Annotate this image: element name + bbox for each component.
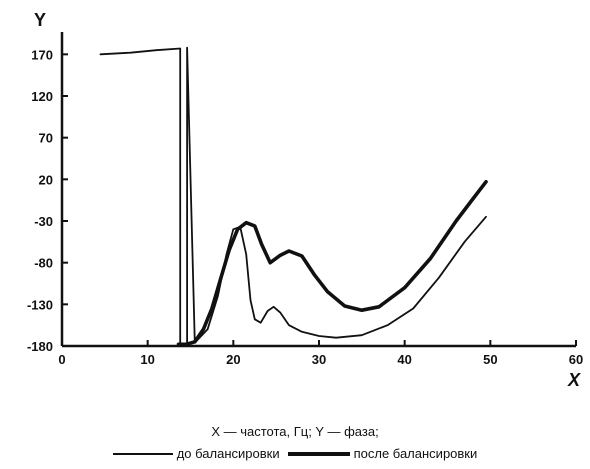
- chart-caption: X — частота, Гц; Y — фаза;: [211, 424, 379, 439]
- legend-label-after: после балансировки: [353, 446, 478, 461]
- legend-swatch-after: [287, 451, 350, 456]
- legend-item-after: после балансировки: [287, 446, 478, 461]
- legend: до балансировки после балансировки: [0, 446, 590, 461]
- y-tick-label: 20: [39, 172, 53, 187]
- series-layer: [99, 46, 488, 347]
- x-tick-label: 50: [483, 352, 497, 367]
- legend-swatch-before: [112, 452, 173, 455]
- x-tick-label: 0: [58, 352, 65, 367]
- x-axis-title: X: [567, 370, 581, 390]
- x-tick-label: 20: [226, 352, 240, 367]
- y-tick-label: -180: [27, 339, 53, 354]
- y-tick-label: 70: [39, 131, 53, 146]
- ticks: 0 10 20 30 40 50 60 170 120 70 20 -30 -80 -130 -180: [27, 47, 583, 367]
- series-line-after-balancing: [176, 180, 488, 347]
- legend-label-before: до балансировки: [176, 446, 280, 461]
- axes: [60, 32, 576, 348]
- y-tick-label: 120: [31, 89, 53, 104]
- x-tick-label: 10: [140, 352, 154, 367]
- series-line-before-balancing: [99, 46, 487, 345]
- y-tick-label: 170: [31, 47, 53, 62]
- y-tick-label: -30: [34, 214, 53, 229]
- y-tick-label: -130: [27, 297, 53, 312]
- legend-item-before: до балансировки: [112, 446, 280, 461]
- x-tick-label: 60: [569, 352, 583, 367]
- y-tick-label: -80: [34, 256, 53, 271]
- x-tick-label: 30: [312, 352, 326, 367]
- x-tick-label: 40: [397, 352, 411, 367]
- y-axis-title: Y: [34, 10, 46, 30]
